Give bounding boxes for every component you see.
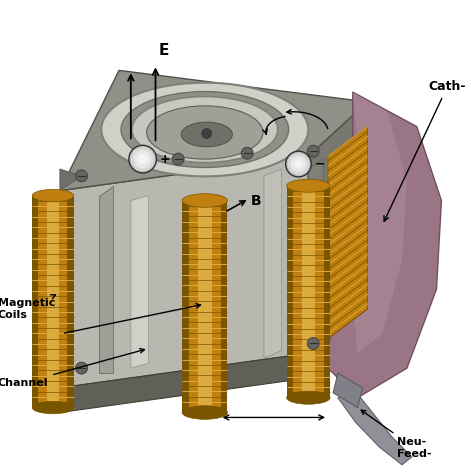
Polygon shape xyxy=(264,169,282,358)
Circle shape xyxy=(288,153,310,175)
Polygon shape xyxy=(333,373,363,408)
Text: Cath-: Cath- xyxy=(384,80,466,221)
Polygon shape xyxy=(60,156,308,388)
Circle shape xyxy=(138,154,147,164)
Circle shape xyxy=(172,153,184,165)
Polygon shape xyxy=(60,353,308,412)
Circle shape xyxy=(76,170,88,182)
Ellipse shape xyxy=(132,97,278,163)
Polygon shape xyxy=(293,186,324,398)
Polygon shape xyxy=(308,159,323,356)
Circle shape xyxy=(307,146,319,157)
Polygon shape xyxy=(353,92,407,353)
Circle shape xyxy=(241,147,253,159)
Circle shape xyxy=(294,160,302,168)
Polygon shape xyxy=(328,127,367,338)
Circle shape xyxy=(307,337,319,349)
Text: Neu-
Feed-: Neu- Feed- xyxy=(361,410,431,459)
Polygon shape xyxy=(189,201,221,412)
Text: Magnetic
Coils: Magnetic Coils xyxy=(0,295,55,320)
Polygon shape xyxy=(60,70,367,191)
Ellipse shape xyxy=(32,401,73,414)
Polygon shape xyxy=(67,196,73,408)
Polygon shape xyxy=(324,186,330,398)
Text: B: B xyxy=(251,193,262,208)
Polygon shape xyxy=(32,196,38,408)
Polygon shape xyxy=(338,388,412,465)
Text: −: − xyxy=(314,157,325,171)
Ellipse shape xyxy=(121,91,289,167)
Ellipse shape xyxy=(287,391,330,404)
Text: Channel: Channel xyxy=(0,348,145,388)
Polygon shape xyxy=(287,186,293,398)
Ellipse shape xyxy=(182,406,228,419)
Ellipse shape xyxy=(32,190,73,202)
Circle shape xyxy=(202,128,212,138)
Polygon shape xyxy=(131,196,148,368)
Polygon shape xyxy=(60,169,82,191)
Polygon shape xyxy=(47,196,59,408)
Ellipse shape xyxy=(181,122,232,147)
Polygon shape xyxy=(328,92,441,398)
Polygon shape xyxy=(182,201,189,412)
Circle shape xyxy=(129,146,156,173)
Polygon shape xyxy=(308,102,367,353)
Polygon shape xyxy=(38,196,67,408)
Text: E: E xyxy=(158,43,169,57)
Polygon shape xyxy=(198,201,211,412)
Ellipse shape xyxy=(182,194,228,207)
Ellipse shape xyxy=(287,179,330,192)
Polygon shape xyxy=(99,186,113,373)
Ellipse shape xyxy=(146,106,263,159)
Circle shape xyxy=(286,151,311,177)
Ellipse shape xyxy=(101,82,308,176)
Circle shape xyxy=(76,362,88,374)
Polygon shape xyxy=(302,186,315,398)
Circle shape xyxy=(291,156,306,172)
Circle shape xyxy=(134,150,152,168)
Text: +: + xyxy=(159,153,170,165)
Polygon shape xyxy=(221,201,228,412)
Polygon shape xyxy=(308,299,367,378)
Circle shape xyxy=(131,147,155,171)
